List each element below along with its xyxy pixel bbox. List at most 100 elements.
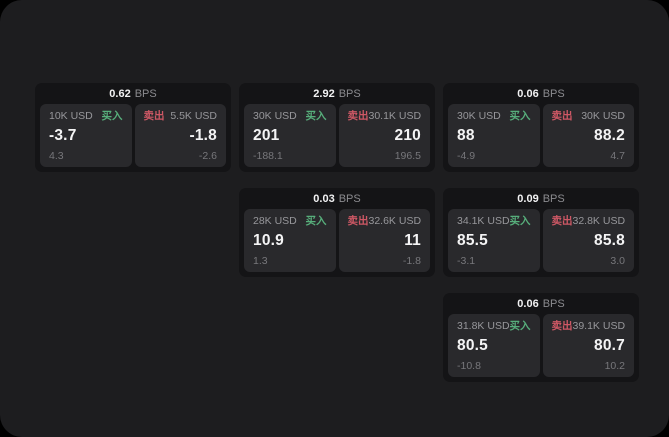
bps-header: 0.06 BPS [443,83,639,103]
buy-tile-header: 10K USD 买入 [49,111,123,122]
buy-sub-value: -4.9 [457,149,476,162]
quote-card: 0.03 BPS 28K USD 买入 10.9 1.3 卖出 32.6K US… [239,188,435,277]
quote-card: 0.06 BPS 31.8K USD 买入 80.5 -10.8 卖出 39.1… [443,293,639,382]
buy-sell-panels: 34.1K USD 买入 85.5 -3.1 卖出 32.8K USD 85.8… [448,209,634,272]
sell-price: 210 [394,127,421,145]
sell-tile-header: 卖出 30K USD [552,111,626,122]
buy-side-label: 买入 [509,320,531,332]
bps-value: 0.06 [517,87,539,100]
sell-sub-value: 196.5 [394,149,421,162]
bps-value: 0.09 [517,192,539,205]
bps-unit-label: BPS [542,297,565,310]
bps-value: 0.03 [313,192,335,205]
buy-side-label: 买入 [305,110,327,122]
buy-amount: 34.1K USD [457,215,510,227]
buy-sell-panels: 30K USD 买入 88 -4.9 卖出 30K USD 88.2 4.7 [448,104,634,167]
buy-price: -3.7 [49,127,77,145]
sell-amount: 30.1K USD [368,110,422,122]
buy-side-label: 买入 [305,215,327,227]
buy-side-label: 买入 [101,110,123,122]
bps-header: 0.03 BPS [239,188,435,208]
quote-card-grid: 0.62 BPS 10K USD 买入 -3.7 4.3 卖出 5.5K USD… [35,83,639,382]
buy-sell-panels: 30K USD 买入 201 -188.1 卖出 30.1K USD 210 1… [244,104,430,167]
buy-quote-tile[interactable]: 34.1K USD 买入 85.5 -3.1 [448,209,540,272]
buy-quote-tile[interactable]: 10K USD 买入 -3.7 4.3 [40,104,132,167]
sell-quote-tile[interactable]: 卖出 39.1K USD 80.7 10.2 [542,314,634,377]
quote-card: 0.62 BPS 10K USD 买入 -3.7 4.3 卖出 5.5K USD… [35,83,231,172]
bps-value: 0.06 [517,297,539,310]
buy-tile-header: 30K USD 买入 [457,111,531,122]
buy-price: 85.5 [457,232,488,250]
sell-tile-header: 卖出 32.8K USD [552,216,626,227]
sell-quote-tile[interactable]: 卖出 32.6K USD 11 -1.8 [338,209,430,272]
sell-tile-header: 卖出 39.1K USD [552,321,626,332]
buy-price: 201 [253,127,280,145]
sell-price: 80.7 [594,337,625,355]
sell-amount: 5.5K USD [170,110,217,122]
bps-header: 2.92 BPS [239,83,435,103]
sell-side-label: 卖出 [347,110,369,122]
buy-quote-tile[interactable]: 30K USD 买入 201 -188.1 [244,104,336,167]
buy-price: 80.5 [457,337,488,355]
sell-price: 85.8 [594,232,625,250]
sell-price: 11 [404,232,421,250]
sell-quote-tile[interactable]: 卖出 32.8K USD 85.8 3.0 [542,209,634,272]
quote-card: 2.92 BPS 30K USD 买入 201 -188.1 卖出 30.1K … [239,83,435,172]
buy-quote-tile[interactable]: 30K USD 买入 88 -4.9 [448,104,540,167]
buy-sub-value: -10.8 [457,359,481,372]
quote-card: 0.06 BPS 30K USD 买入 88 -4.9 卖出 30K USD 8… [443,83,639,172]
buy-sell-panels: 31.8K USD 买入 80.5 -10.8 卖出 39.1K USD 80.… [448,314,634,377]
buy-amount: 30K USD [457,110,501,122]
buy-sub-value: 1.3 [253,254,268,267]
bps-header: 0.09 BPS [443,188,639,208]
buy-amount: 31.8K USD [457,320,510,332]
sell-tile-header: 卖出 5.5K USD [144,111,218,122]
buy-price: 10.9 [253,232,284,250]
quote-card: 0.09 BPS 34.1K USD 买入 85.5 -3.1 卖出 32.8K… [443,188,639,277]
sell-side-label: 卖出 [551,215,573,227]
buy-sub-value: -3.1 [457,254,476,267]
sell-sub-value: 4.7 [610,149,625,162]
bps-unit-label: BPS [338,192,361,205]
sell-sub-value: 10.2 [604,359,625,372]
bps-header: 0.62 BPS [35,83,231,103]
buy-sell-panels: 10K USD 买入 -3.7 4.3 卖出 5.5K USD -1.8 -2.… [40,104,226,167]
buy-price: 88 [457,127,475,145]
sell-side-label: 卖出 [551,110,573,122]
buy-sub-value: -188.1 [253,149,283,162]
buy-tile-header: 34.1K USD 买入 [457,216,531,227]
bps-unit-label: BPS [338,87,361,100]
sell-sub-value: -2.6 [198,149,217,162]
buy-sell-panels: 28K USD 买入 10.9 1.3 卖出 32.6K USD 11 -1.8 [244,209,430,272]
sell-sub-value: -1.8 [402,254,421,267]
buy-side-label: 买入 [509,110,531,122]
sell-sub-value: 3.0 [610,254,625,267]
buy-amount: 10K USD [49,110,93,122]
sell-quote-tile[interactable]: 卖出 30.1K USD 210 196.5 [338,104,430,167]
sell-quote-tile[interactable]: 卖出 30K USD 88.2 4.7 [542,104,634,167]
buy-tile-header: 31.8K USD 买入 [457,321,531,332]
sell-price: 88.2 [594,127,625,145]
buy-tile-header: 28K USD 买入 [253,216,327,227]
bps-header: 0.06 BPS [443,293,639,313]
sell-price: -1.8 [189,127,217,145]
buy-amount: 30K USD [253,110,297,122]
sell-tile-header: 卖出 30.1K USD [348,111,422,122]
bps-unit-label: BPS [542,87,565,100]
sell-quote-tile[interactable]: 卖出 5.5K USD -1.8 -2.6 [134,104,226,167]
buy-sub-value: 4.3 [49,149,64,162]
sell-amount: 39.1K USD [572,320,626,332]
sell-side-label: 卖出 [143,110,165,122]
buy-quote-tile[interactable]: 31.8K USD 买入 80.5 -10.8 [448,314,540,377]
bps-unit-label: BPS [542,192,565,205]
sell-amount: 30K USD [581,110,625,122]
sell-amount: 32.6K USD [368,215,422,227]
bps-value: 0.62 [109,87,131,100]
buy-tile-header: 30K USD 买入 [253,111,327,122]
buy-quote-tile[interactable]: 28K USD 买入 10.9 1.3 [244,209,336,272]
buy-amount: 28K USD [253,215,297,227]
bps-unit-label: BPS [134,87,157,100]
sell-side-label: 卖出 [551,320,573,332]
bps-value: 2.92 [313,87,335,100]
